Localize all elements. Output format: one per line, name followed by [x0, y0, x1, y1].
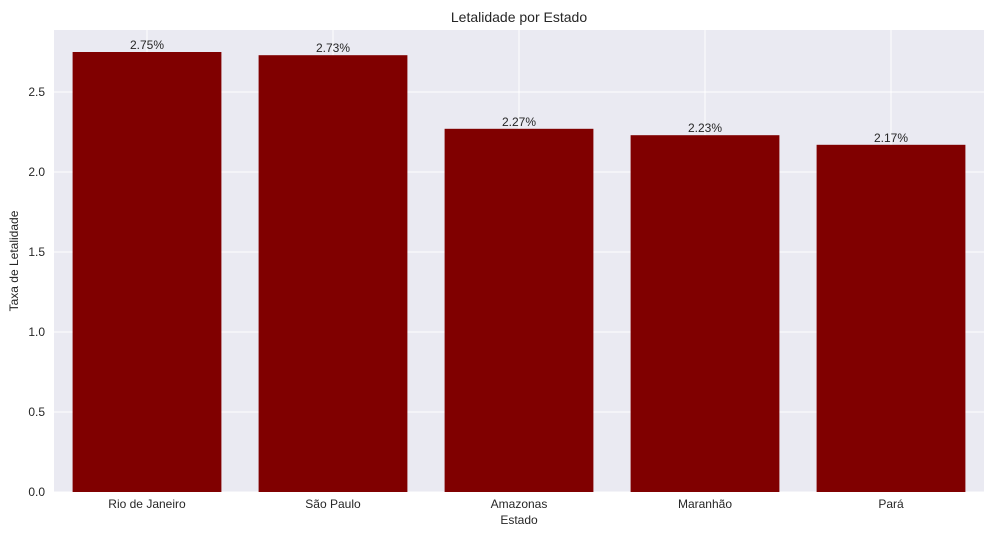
y-tick-label: 2.0 — [28, 165, 45, 179]
chart-title: Letalidade por Estado — [451, 9, 587, 25]
data-labels: 2.75% 2.73% 2.27% 2.23% 2.17% — [130, 38, 908, 145]
y-tick-label: 1.5 — [28, 245, 45, 259]
bar-value-label: 2.75% — [130, 38, 164, 52]
bars — [72, 52, 966, 493]
y-tick-label: 0.5 — [28, 405, 45, 419]
bar — [72, 52, 222, 492]
y-tick-labels: 0.0 0.5 1.0 1.5 2.0 2.5 — [28, 85, 45, 499]
bar — [630, 135, 780, 492]
y-tick-label: 1.0 — [28, 325, 45, 339]
x-tick-label: Rio de Janeiro — [108, 497, 186, 511]
y-tick-label: 2.5 — [28, 85, 45, 99]
x-tick-labels: Rio de Janeiro São Paulo Amazonas Maranhão P… — [108, 497, 904, 511]
y-axis-label: Taxa de Letalidade — [7, 210, 21, 311]
x-axis-label: Estado — [500, 513, 538, 527]
x-tick-label: Maranhão — [678, 497, 732, 511]
bar-value-label: 2.27% — [502, 115, 536, 129]
bar-value-label: 2.73% — [316, 41, 350, 55]
y-tick-label: 0.0 — [28, 485, 45, 499]
bar — [444, 128, 594, 493]
x-tick-label: São Paulo — [305, 497, 361, 511]
x-tick-label: Pará — [878, 497, 904, 511]
bar — [258, 55, 408, 492]
x-tick-label: Amazonas — [491, 497, 548, 511]
bar-value-label: 2.17% — [874, 131, 908, 145]
bar — [816, 144, 966, 493]
bar-value-label: 2.23% — [688, 121, 722, 135]
